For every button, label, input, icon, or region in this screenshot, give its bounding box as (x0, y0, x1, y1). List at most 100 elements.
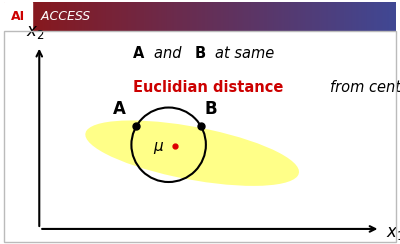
Bar (246, 2, 248, 31)
Bar (73, 2, 75, 31)
Bar (391, 2, 392, 31)
Bar (331, 2, 332, 31)
Bar (9, 2, 11, 31)
Bar (273, 2, 275, 31)
Bar (213, 2, 215, 31)
Bar (60, 2, 62, 31)
Bar (194, 2, 195, 31)
Bar (7, 2, 8, 31)
Bar (352, 2, 353, 31)
Bar (128, 2, 130, 31)
Bar (262, 2, 263, 31)
Bar (138, 2, 140, 31)
Bar (38, 2, 40, 31)
Bar (322, 2, 323, 31)
Bar (187, 2, 189, 31)
Bar (332, 2, 334, 31)
Bar (44, 2, 46, 31)
Bar (170, 2, 172, 31)
Bar (153, 2, 155, 31)
Bar (216, 2, 217, 31)
Bar (346, 2, 348, 31)
Bar (323, 2, 324, 31)
Bar (209, 2, 211, 31)
Bar (316, 2, 318, 31)
Bar (304, 2, 306, 31)
Bar (51, 2, 53, 31)
Bar (50, 2, 52, 31)
Bar (105, 2, 106, 31)
Bar (78, 2, 80, 31)
Bar (195, 2, 196, 31)
Bar (390, 2, 391, 31)
Bar (372, 2, 374, 31)
Bar (393, 2, 395, 31)
Bar (350, 2, 352, 31)
Bar (148, 2, 150, 31)
Bar (48, 2, 50, 31)
Bar (280, 2, 282, 31)
Bar (243, 2, 245, 31)
Bar (67, 2, 68, 31)
Bar (248, 2, 250, 31)
Bar (265, 2, 267, 31)
Bar (99, 2, 101, 31)
Bar (178, 2, 180, 31)
Bar (357, 2, 358, 31)
Bar (119, 2, 121, 31)
Bar (307, 2, 309, 31)
Bar (190, 2, 191, 31)
Bar (238, 2, 240, 31)
Bar (298, 2, 300, 31)
Bar (244, 2, 246, 31)
Bar (56, 2, 58, 31)
Bar (196, 2, 198, 31)
Bar (85, 2, 87, 31)
Bar (228, 2, 229, 31)
Bar (149, 2, 151, 31)
Bar (120, 2, 122, 31)
Bar (311, 2, 313, 31)
Bar (71, 2, 72, 31)
Bar (101, 2, 102, 31)
Bar (88, 2, 89, 31)
Bar (256, 2, 258, 31)
Bar (165, 2, 166, 31)
Bar (345, 2, 347, 31)
Bar (384, 2, 386, 31)
Bar (59, 2, 60, 31)
Bar (39, 2, 41, 31)
Bar (158, 2, 160, 31)
Bar (34, 2, 36, 31)
Bar (132, 2, 134, 31)
Bar (255, 2, 256, 31)
Bar (278, 2, 280, 31)
Bar (98, 2, 100, 31)
Bar (319, 2, 321, 31)
Bar (234, 2, 236, 31)
Bar (37, 2, 38, 31)
Bar (212, 2, 214, 31)
Bar (338, 2, 340, 31)
Bar (230, 2, 232, 31)
Bar (264, 2, 266, 31)
Bar (174, 2, 176, 31)
Bar (297, 2, 298, 31)
Bar (112, 2, 114, 31)
Bar (140, 2, 142, 31)
Bar (25, 2, 27, 31)
Bar (90, 2, 92, 31)
Bar (224, 2, 225, 31)
Bar (84, 2, 86, 31)
Bar (47, 2, 49, 31)
Bar (221, 2, 223, 31)
Bar (133, 2, 135, 31)
Text: $x_1$: $x_1$ (386, 224, 400, 242)
Bar (353, 2, 354, 31)
Bar (376, 2, 378, 31)
Bar (358, 2, 360, 31)
Text: from center: from center (330, 80, 400, 94)
Bar (167, 2, 169, 31)
Bar (17, 2, 19, 31)
Bar (62, 2, 63, 31)
